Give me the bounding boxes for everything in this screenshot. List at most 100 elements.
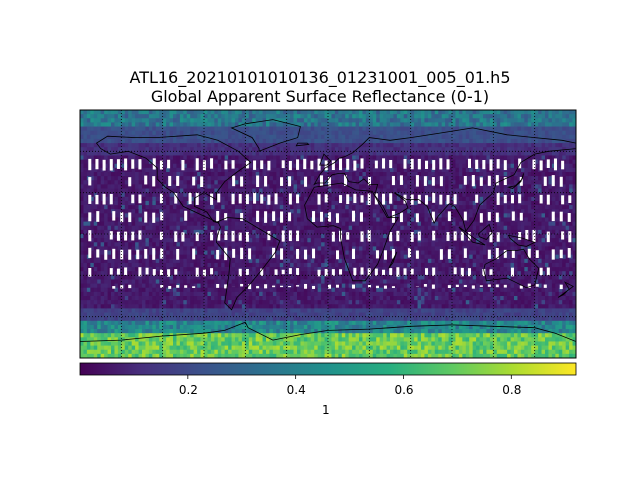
heatmap-cell (465, 159, 470, 165)
heatmap-cell (472, 188, 477, 194)
heatmap-cell (369, 250, 374, 256)
heatmap-cell (235, 200, 239, 206)
heatmap-cell (248, 196, 253, 202)
heatmap-cell (472, 110, 477, 115)
heatmap-cell (159, 172, 164, 177)
heatmap-cell (372, 242, 377, 247)
heatmap-cell (317, 229, 322, 235)
heatmap-cell (410, 151, 415, 156)
heatmap-cell (279, 238, 284, 243)
heatmap-cell (324, 122, 329, 127)
heatmap-cell (445, 151, 449, 156)
heatmap-cell (90, 213, 95, 218)
heatmap-cell (200, 200, 205, 206)
heatmap-cell (241, 180, 246, 185)
heatmap-cell (269, 172, 274, 177)
heatmap-cell (421, 114, 425, 119)
heatmap-cell (276, 184, 281, 189)
heatmap-cell (290, 234, 294, 239)
heatmap-cell (259, 126, 263, 132)
heatmap-cell (104, 114, 108, 119)
heatmap-cell (355, 217, 360, 222)
heatmap-cell (455, 130, 460, 136)
heatmap-cell (324, 205, 329, 210)
heatmap-cell (241, 176, 246, 181)
heatmap-cell (279, 225, 284, 231)
heatmap-cell (204, 205, 208, 210)
heatmap-cell (341, 225, 346, 231)
heatmap-cell (359, 147, 363, 152)
heatmap-cell (341, 221, 346, 227)
heatmap-cell (355, 143, 360, 148)
heatmap-cell (341, 134, 346, 140)
heatmap-cell (345, 122, 350, 127)
heatmap-cell (465, 114, 470, 119)
heatmap-cell (538, 221, 542, 227)
heatmap-cell (396, 250, 401, 256)
heatmap-cell (93, 147, 98, 152)
heatmap-cell (303, 238, 308, 243)
heatmap-cell (138, 180, 143, 185)
heatmap-cell (204, 180, 208, 185)
heatmap-cell (558, 188, 563, 194)
heatmap-cell (314, 192, 319, 198)
heatmap-cell (272, 167, 277, 173)
heatmap-cell (369, 143, 374, 148)
heatmap-cell (514, 155, 518, 160)
heatmap-cell (476, 234, 480, 239)
heatmap-cell (383, 114, 387, 119)
heatmap-cell (279, 172, 284, 177)
heatmap-cell (283, 242, 288, 247)
heatmap-cell (173, 184, 177, 189)
heatmap-cell (176, 234, 181, 239)
heatmap-cell (341, 242, 346, 247)
heatmap-cell (359, 130, 363, 136)
heatmap-cell (286, 234, 291, 239)
heatmap-cell (493, 229, 498, 235)
heatmap-cell (131, 217, 136, 222)
heatmap-cell (307, 200, 312, 206)
heatmap-cell (235, 130, 239, 136)
heatmap-cell (527, 126, 532, 132)
heatmap-cell (307, 196, 312, 202)
heatmap-cell (221, 114, 226, 119)
heatmap-cell (545, 110, 549, 115)
heatmap-cell (321, 114, 325, 119)
heatmap-cell (534, 221, 539, 227)
heatmap-cell (390, 126, 394, 132)
heatmap-cell (279, 163, 284, 169)
heatmap-cell (465, 163, 470, 169)
heatmap-cell (128, 192, 133, 198)
heatmap-cell (117, 209, 122, 214)
heatmap-cell (197, 184, 201, 189)
heatmap-cell (510, 180, 515, 185)
heatmap-cell (159, 147, 164, 152)
heatmap-cell (241, 138, 246, 144)
heatmap-cell (224, 122, 229, 127)
heatmap-cell (545, 205, 549, 210)
heatmap-cell (148, 234, 153, 239)
heatmap-cell (179, 213, 184, 218)
heatmap-cell (434, 114, 439, 119)
heatmap-cell (345, 217, 350, 222)
heatmap-cell (221, 184, 226, 189)
heatmap-cell (107, 155, 112, 160)
heatmap-cell (104, 155, 108, 160)
heatmap-cell (210, 184, 215, 189)
heatmap-cell (200, 130, 205, 136)
heatmap-cell (545, 246, 549, 251)
heatmap-cell (517, 114, 522, 119)
heatmap-cell (500, 192, 505, 198)
heatmap-cell (179, 130, 184, 136)
heatmap-cell (276, 180, 281, 185)
heatmap-cell (493, 159, 498, 165)
heatmap-cell (111, 238, 115, 243)
heatmap-cell (104, 200, 108, 206)
heatmap-cell (548, 205, 553, 210)
heatmap-cell (369, 209, 374, 214)
heatmap-cell (469, 246, 474, 251)
heatmap-cell (303, 188, 308, 194)
heatmap-cell (507, 114, 511, 119)
heatmap-cell (517, 122, 522, 127)
heatmap-cell (169, 205, 174, 210)
